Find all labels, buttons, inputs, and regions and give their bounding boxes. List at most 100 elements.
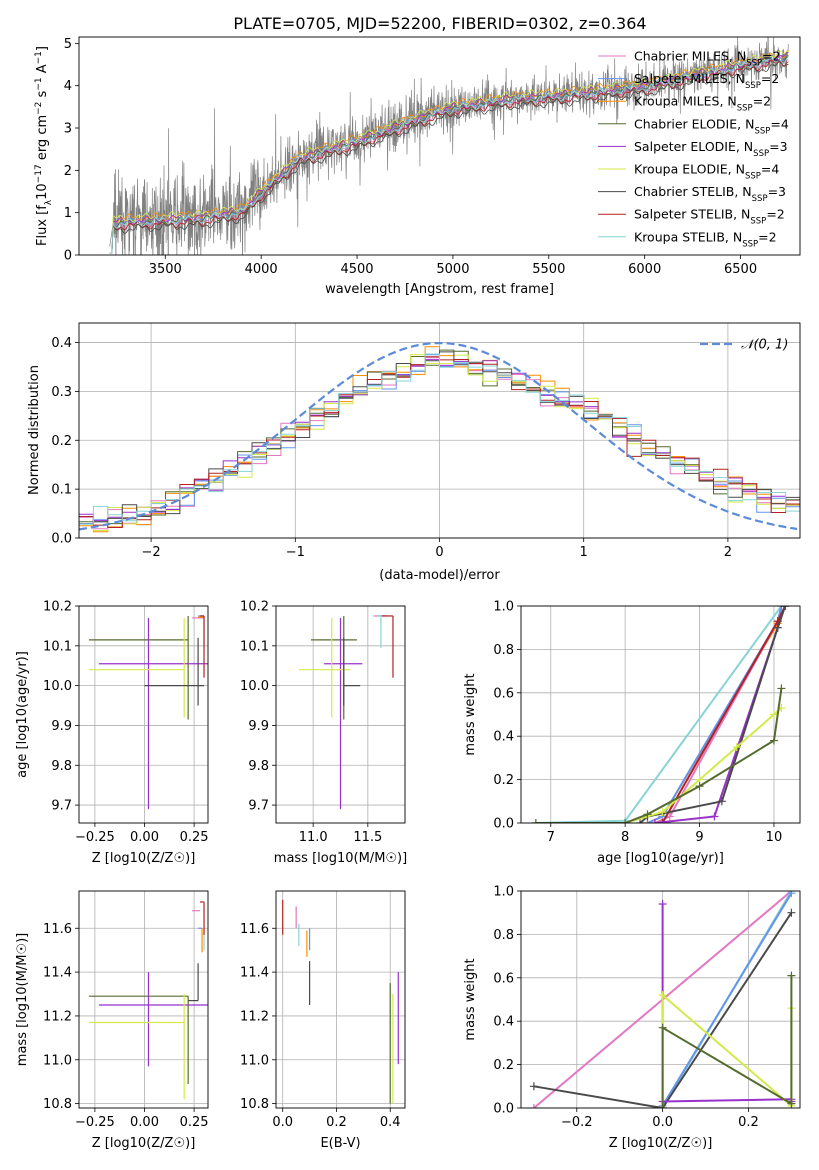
y-tick-label: 9.9 — [248, 719, 269, 734]
plot-layer: 3500 4000 4500 5000 5500 6000 6500 0 1 2 3 4 5 wavele… — [15, 36, 801, 1151]
marker-plus-elodie_chabrier — [531, 819, 540, 823]
marker-plus-stelib_chabrier — [636, 819, 645, 823]
y-tick-label: 0 — [64, 249, 72, 264]
legend-entry-stelib_chabrier: Chabrier STELIB, NSSP=3 — [634, 184, 786, 204]
axes-frame-cum_mass_weight_Z — [520, 890, 801, 1109]
x-tick-label: 0.00 — [130, 830, 159, 845]
x-tick-label: 7 — [547, 830, 555, 845]
plot-area-cum_mass_weight_Z — [529, 891, 796, 1108]
y-tick-label: 0.4 — [493, 1015, 514, 1030]
y-tick-label: 9.7 — [51, 799, 72, 814]
y-tick-label: 0.4 — [51, 336, 72, 351]
y-tick-label: 0.2 — [493, 773, 514, 788]
cumulative-line-miles_salpeter — [647, 606, 783, 823]
marker-plus-elodie_salpeter — [650, 819, 659, 823]
marker-plus-stelib_chabrier — [787, 908, 796, 917]
x-tick-label: −2 — [142, 545, 161, 560]
cumulative-line-stelib_chabrier — [639, 606, 787, 823]
cumulative-line-stelib_chabrier — [533, 912, 793, 1108]
y-tick-label: 10.8 — [43, 1097, 72, 1112]
x-tick-label: 0.25 — [180, 830, 209, 845]
y-tick-label: 11.0 — [43, 1053, 72, 1068]
cumulative-line-miles_chabrier — [654, 606, 786, 823]
y-tick-label: 0.3 — [51, 385, 72, 400]
marker-plus-elodie_chabrier — [769, 736, 778, 745]
axes-mass_vs_ebv: 0.0 0.2 0.4 10.8 11.0 11.2 11.4 11.6 — [240, 891, 405, 1130]
y-tick-label: 9.7 — [248, 799, 269, 814]
x-tick-label: −0.2 — [561, 1115, 593, 1130]
model-spectrum-elodie_salpeter — [109, 51, 789, 254]
marker-plus-elodie_salpeter — [710, 812, 719, 821]
cumulative-line-elodie_chabrier — [535, 688, 783, 823]
axes-frame-cum_mass_weight_age — [520, 605, 801, 824]
y-tick-label: 0.2 — [51, 434, 72, 449]
marker-plus-elodie_chabrier — [621, 819, 630, 823]
axes-age_vs_mass: 11.0 11.5 9.7 9.8 9.9 10.0 10.1 10.2 — [240, 600, 405, 845]
y-axis-label: mass weight — [463, 673, 478, 755]
plot-area-age_vs_mass — [298, 615, 394, 810]
x-axis-label: Z [log10(Z/Z☉)] — [92, 851, 196, 866]
x-tick-label: −1 — [286, 545, 305, 560]
x-tick-label: 0.2 — [326, 1115, 347, 1130]
marker-plus-stelib_salpeter — [658, 819, 667, 823]
y-tick-label: 11.2 — [240, 1009, 269, 1024]
y-axis-label: mass [log10(M/M☉)] — [15, 933, 30, 1066]
marker-plus-elodie_chabrier — [658, 1104, 667, 1108]
x-tick-label: 2 — [724, 545, 732, 560]
y-tick-label: 1 — [64, 206, 72, 221]
y-tick-label: 9.8 — [248, 759, 269, 774]
y-tick-label: 0.8 — [493, 643, 514, 658]
y-axis-label: Normed distribution — [27, 365, 42, 495]
x-axis-label: Z [log10(Z/Z☉)] — [92, 1136, 196, 1151]
model-spectrum-stelib_kroupa — [109, 56, 789, 254]
cumulative-line-elodie_salpeter — [661, 904, 793, 1103]
legend-entry-elodie_kroupa: Kroupa ELODIE, NSSP=4 — [634, 162, 779, 182]
y-axis-label: Flux [fλ10−17 erg cm−2 s−1 A−1] — [34, 46, 54, 246]
marker-plus-elodie_salpeter — [658, 900, 667, 909]
x-axis-label: E(B-V) — [320, 1136, 360, 1151]
x-tick-label: 11.0 — [299, 830, 328, 845]
axes-residuals: −2 −1 0 1 2 0.0 0.1 0.2 0.3 0.4 — [51, 323, 800, 560]
x-tick-label: 0 — [435, 545, 443, 560]
x-tick-label: 5500 — [532, 262, 565, 277]
y-tick-label: 11.0 — [240, 1053, 269, 1068]
y-tick-label: 5 — [64, 37, 72, 52]
x-tick-label: 0.4 — [380, 1115, 401, 1130]
cumulative-line-elodie_salpeter — [654, 606, 787, 823]
y-tick-label: 0.6 — [493, 971, 514, 986]
y-tick-label: 0.8 — [493, 928, 514, 943]
y-tick-label: 0.0 — [493, 817, 514, 832]
histogram-stelib_kroupa — [79, 353, 800, 525]
model-spectrum-miles_chabrier — [109, 56, 789, 254]
y-tick-label: 10.2 — [43, 600, 72, 615]
y-tick-label: 11.4 — [43, 966, 72, 981]
marker-plus-stelib_chabrier — [529, 1082, 538, 1091]
marker-plus-elodie_chabrier — [787, 1099, 796, 1108]
x-tick-label: 11.5 — [353, 830, 382, 845]
y-axis-label: age [log10(age/yr)] — [15, 651, 30, 778]
y-tick-label: 10.1 — [240, 639, 269, 654]
model-spectrum-stelib_chabrier — [109, 61, 789, 254]
x-axis-label: age [log10(age/yr)] — [597, 851, 724, 866]
marker-plus-elodie_chabrier — [643, 810, 652, 819]
x-tick-label: 1 — [580, 545, 588, 560]
y-tick-label: 11.6 — [240, 922, 269, 937]
plot-area-spectrum — [109, 37, 789, 255]
y-tick-label: 0.1 — [51, 483, 72, 498]
y-tick-label: 10.2 — [240, 600, 269, 615]
cumulative-line-stelib_kroupa — [535, 606, 783, 823]
y-axis-label: mass weight — [463, 958, 478, 1040]
axes-spectrum: 3500 4000 4500 5000 5500 6000 6500 0 1 2 3 4 5 — [64, 37, 757, 277]
legend-entry-miles_salpeter: Salpeter MILES, NSSP=2 — [634, 71, 779, 91]
y-tick-label: 0.2 — [493, 1058, 514, 1073]
plot-area-cum_mass_weight_age — [531, 606, 790, 823]
y-tick-label: 11.2 — [43, 1009, 72, 1024]
legend-entry-elodie_salpeter: Salpeter ELODIE, NSSP=3 — [634, 139, 788, 159]
normal-distribution-curve — [79, 342, 798, 531]
x-tick-label: 9 — [695, 830, 703, 845]
marker-plus-elodie_chabrier — [658, 1023, 667, 1032]
plot-area-age_vs_Z — [88, 615, 208, 810]
axes-frame-residuals — [78, 322, 801, 539]
axes-frame-mass_vs_ebv — [275, 890, 406, 1109]
axes-frame-mass_vs_Z — [78, 890, 209, 1109]
